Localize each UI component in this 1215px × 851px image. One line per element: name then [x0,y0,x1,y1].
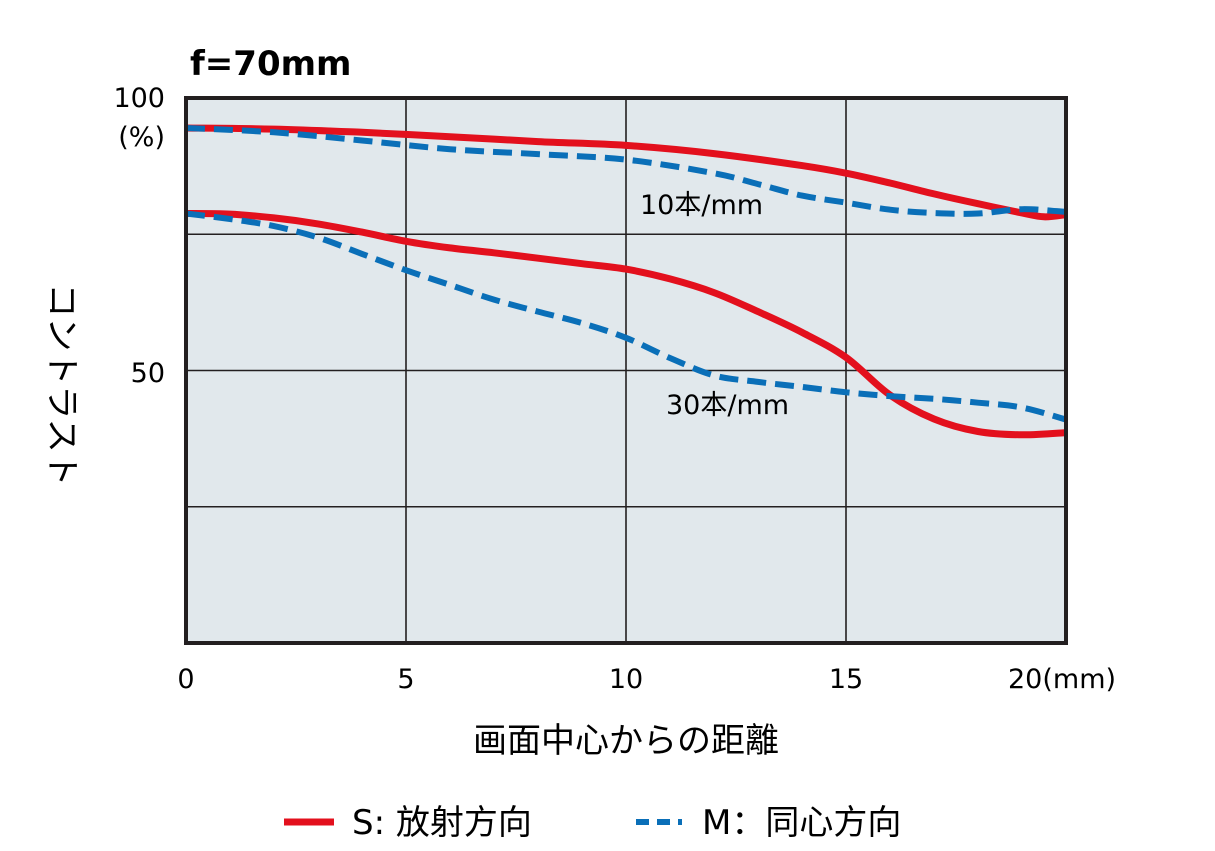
x-tick-label: 10 [609,664,643,695]
plot-border [184,96,1068,645]
chart-title: f=70mm [190,44,351,84]
sagittal-line-10lp [185,124,1067,221]
x-axis-title: 画面中心からの距離 [473,721,779,761]
sagittal-line-30lp [185,210,1067,439]
y-tick-label: (%) [118,122,165,153]
x-tick-label: 15 [829,664,863,695]
meridional-line-30lp [185,210,1067,423]
legend-label: S: 放射方向 [352,803,532,843]
y-tick-label: 100 [113,83,165,114]
x-tick-labels: 0 5 10 15 20(mm) [177,664,1116,695]
plot-frame [184,96,1068,645]
grid-lines [186,98,1066,643]
legend-label: M：同心方向 [702,803,901,843]
curve-annotation: 10本/mm [640,190,763,221]
curve-annotations: 10本/mm 30本/mm [640,190,789,421]
x-tick-label: 5 [397,664,414,695]
y-tick-label: 50 [131,358,165,389]
legend: S: 放射方向 M：同心方向 [284,803,901,843]
series-layer [185,124,1067,439]
y-axis-title: コントラスト [42,283,82,486]
x-tick-label: 20(mm) [1008,664,1116,695]
curve-annotation: 30本/mm [666,390,789,421]
x-tick-label: 0 [177,664,194,695]
meridional-line-10lp [185,125,1067,217]
y-tick-labels: 100 (%) 50 [113,83,165,389]
